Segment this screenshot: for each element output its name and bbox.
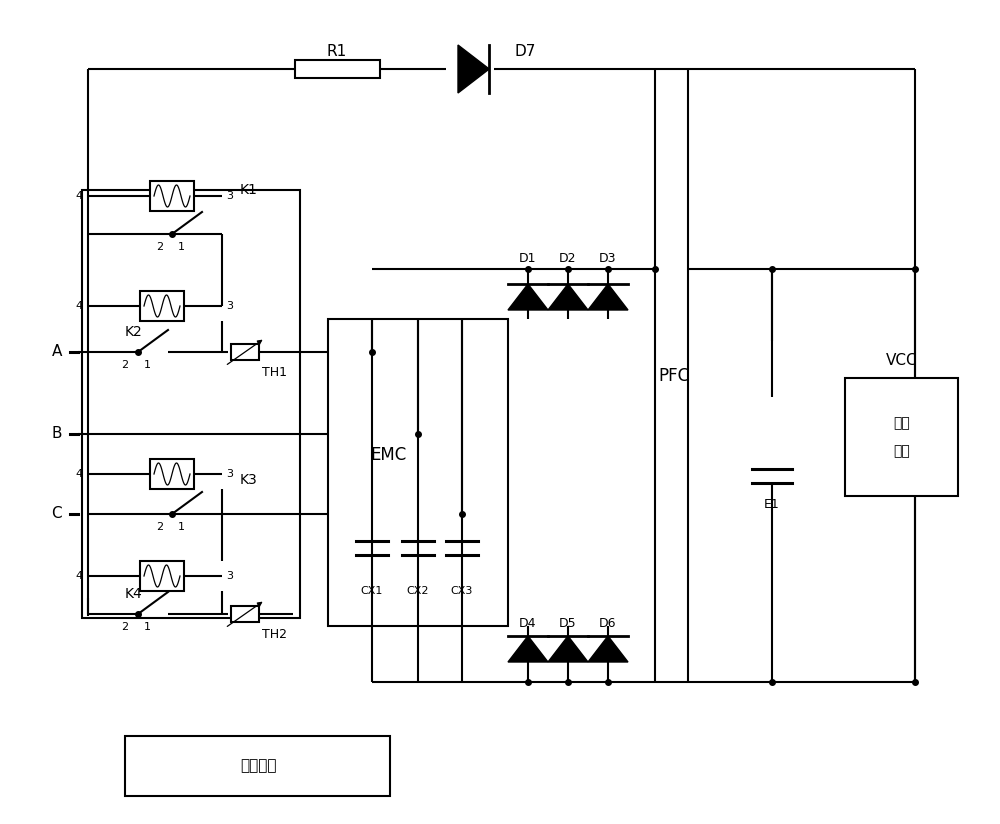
Polygon shape	[588, 636, 628, 662]
Text: A: A	[52, 344, 62, 359]
Bar	[328, 319, 508, 626]
Polygon shape	[548, 636, 588, 662]
Polygon shape	[508, 284, 548, 310]
Bar	[82, 190, 300, 618]
Text: CX1: CX1	[361, 586, 383, 596]
Text: D4: D4	[519, 617, 537, 630]
Text: D7: D7	[515, 44, 536, 59]
Bar	[140, 291, 184, 321]
Bar	[295, 60, 380, 78]
Bar	[231, 606, 259, 622]
Text: TH1: TH1	[262, 366, 287, 379]
Polygon shape	[508, 636, 548, 662]
Polygon shape	[458, 45, 489, 93]
Text: D6: D6	[599, 617, 617, 630]
Text: EMC: EMC	[370, 446, 406, 463]
Bar	[150, 181, 194, 211]
Text: 2: 2	[156, 242, 163, 252]
Text: 电源: 电源	[893, 444, 910, 458]
Text: K1: K1	[240, 183, 258, 197]
Text: 辅助: 辅助	[893, 416, 910, 430]
Text: VCC: VCC	[886, 353, 917, 368]
Text: D2: D2	[559, 252, 577, 265]
Polygon shape	[548, 284, 588, 310]
Text: 4: 4	[76, 191, 83, 201]
Text: 控制部分: 控制部分	[240, 759, 276, 774]
Bar	[231, 344, 259, 360]
Text: 3: 3	[226, 191, 233, 201]
Text: 4: 4	[76, 301, 83, 311]
Text: D1: D1	[519, 252, 537, 265]
Text: 1: 1	[144, 622, 151, 632]
Text: 4: 4	[76, 469, 83, 479]
Bar	[140, 561, 184, 591]
Bar	[150, 459, 194, 489]
Text: 1: 1	[144, 360, 151, 370]
Text: 1: 1	[178, 522, 185, 532]
Text: CX3: CX3	[451, 586, 473, 596]
Text: 4: 4	[76, 571, 83, 581]
Text: 3: 3	[226, 469, 233, 479]
Text: 2: 2	[156, 522, 163, 532]
Text: K4: K4	[125, 587, 143, 601]
Text: TH2: TH2	[262, 628, 287, 641]
Text: 2: 2	[121, 622, 128, 632]
Text: B: B	[52, 427, 62, 442]
Text: D5: D5	[559, 617, 577, 630]
Text: 3: 3	[226, 571, 233, 581]
Text: 1: 1	[178, 242, 185, 252]
Text: K2: K2	[125, 325, 143, 339]
Text: K3: K3	[240, 473, 258, 487]
Text: C: C	[51, 507, 62, 522]
Bar	[845, 378, 958, 496]
Text: CX2: CX2	[407, 586, 429, 596]
Text: E1: E1	[764, 498, 780, 511]
Text: PFC: PFC	[658, 367, 689, 385]
Text: 2: 2	[121, 360, 128, 370]
Text: 3: 3	[226, 301, 233, 311]
Bar	[125, 736, 390, 796]
Polygon shape	[588, 284, 628, 310]
Text: D3: D3	[599, 252, 617, 265]
Text: R1: R1	[327, 44, 347, 59]
